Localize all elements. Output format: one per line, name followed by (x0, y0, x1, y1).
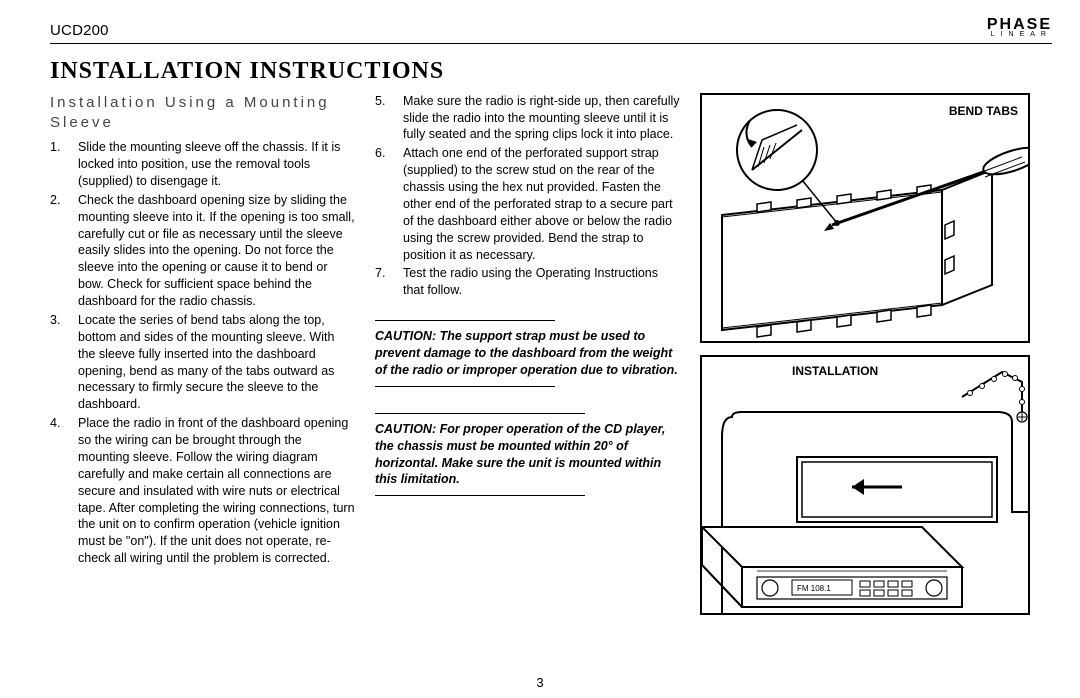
figure-label: INSTALLATION (792, 363, 878, 379)
column-3: BEND TABS (700, 93, 1040, 615)
step-number: 7. (375, 265, 403, 299)
step-number: 1. (50, 139, 78, 190)
brand-logo: PHASE LINEAR (987, 18, 1052, 39)
step-text: Place the radio in front of the dashboar… (78, 415, 355, 567)
step-item: 6.Attach one end of the perforated suppo… (375, 145, 680, 263)
divider (375, 413, 585, 414)
step-number: 5. (375, 93, 403, 144)
step-number: 3. (50, 312, 78, 413)
step-text: Slide the mounting sleeve off the chassi… (78, 139, 355, 190)
svg-text:FM 108.1: FM 108.1 (797, 584, 831, 593)
figure-bend-tabs: BEND TABS (700, 93, 1030, 343)
step-text: Check the dashboard opening size by slid… (78, 192, 355, 310)
section-subhead: Installation Using a Mounting Sleeve (50, 93, 355, 134)
caution-text-1: CAUTION: The support strap must be used … (375, 324, 680, 383)
step-text: Test the radio using the Operating Instr… (403, 265, 680, 299)
step-number: 4. (50, 415, 78, 567)
step-item: 5.Make sure the radio is right-side up, … (375, 93, 680, 144)
steps-list-2: 5.Make sure the radio is right-side up, … (375, 93, 680, 300)
step-item: 7.Test the radio using the Operating Ins… (375, 265, 680, 299)
column-2: 5.Make sure the radio is right-side up, … (375, 93, 680, 615)
page-number: 3 (536, 675, 543, 690)
installation-diagram: FM 108.1 (702, 357, 1030, 615)
step-item: 3.Locate the series of bend tabs along t… (50, 312, 355, 413)
step-text: Attach one end of the perforated support… (403, 145, 680, 263)
step-number: 6. (375, 145, 403, 263)
step-item: 1.Slide the mounting sleeve off the chas… (50, 139, 355, 190)
step-item: 4.Place the radio in front of the dashbo… (50, 415, 355, 567)
step-number: 2. (50, 192, 78, 310)
bend-tabs-diagram (702, 95, 1030, 343)
step-item: 2.Check the dashboard opening size by sl… (50, 192, 355, 310)
logo-text-bottom: LINEAR (987, 32, 1052, 38)
figure-installation: INSTALLATION (700, 355, 1030, 615)
model-number: UCD200 (50, 22, 109, 39)
steps-list-1: 1.Slide the mounting sleeve off the chas… (50, 139, 355, 567)
step-text: Make sure the radio is right-side up, th… (403, 93, 680, 144)
content-columns: Installation Using a Mounting Sleeve 1.S… (50, 93, 1052, 615)
step-text: Locate the series of bend tabs along the… (78, 312, 355, 413)
divider (375, 386, 555, 387)
caution-text-2: CAUTION: For proper operation of the CD … (375, 417, 680, 493)
page-header: UCD200 PHASE LINEAR (50, 18, 1052, 44)
page-title: INSTALLATION INSTRUCTIONS (50, 58, 1052, 85)
figure-label: BEND TABS (949, 103, 1018, 119)
column-1: Installation Using a Mounting Sleeve 1.S… (50, 93, 355, 615)
divider (375, 320, 555, 321)
divider (375, 495, 585, 496)
